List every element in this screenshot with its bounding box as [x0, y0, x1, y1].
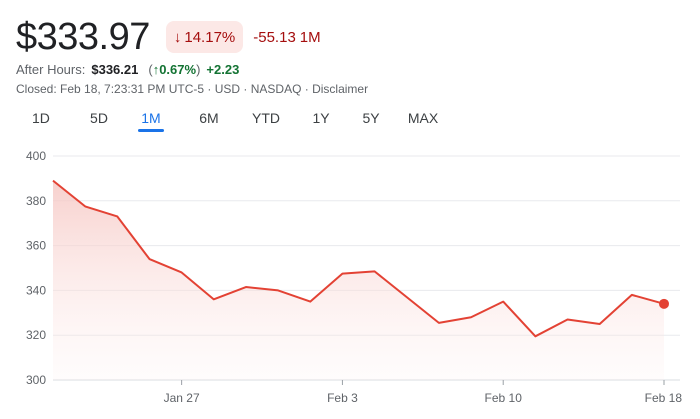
price-area-fill — [53, 180, 664, 380]
change-period: 1M — [299, 28, 321, 46]
y-tick-label: 360 — [26, 239, 46, 253]
price-series-line — [52, 179, 665, 338]
after-hours-percent: 0.67% — [159, 62, 197, 77]
tab-6m[interactable]: 6M — [199, 110, 219, 126]
tab-5d[interactable]: 5D — [90, 110, 108, 126]
tab-1m[interactable]: 1M — [138, 108, 164, 132]
tab-1y[interactable]: 1Y — [312, 110, 330, 126]
x-tick-label: Feb 3 — [327, 391, 358, 405]
x-tick-label: Jan 27 — [164, 391, 200, 405]
after-hours-label: After Hours: — [16, 62, 86, 77]
y-tick-label: 300 — [26, 373, 46, 387]
after-hours-row: After Hours: $336.21 (↑0.67%) +2.23 — [16, 62, 239, 77]
tab-ytd[interactable]: YTD — [252, 110, 280, 126]
after-hours-change: +2.23 — [206, 62, 240, 77]
change-value: -55.13 — [253, 28, 296, 46]
y-tick-label: 340 — [26, 283, 46, 297]
range-tabs: 1D 5D 1M 6M YTD 1Y 5Y MAX — [16, 108, 440, 132]
quote-header: $333.97 ↓ 14.17% -55.13 1M — [16, 14, 321, 60]
market-meta: Closed: Feb 18, 7:23:31 PM UTC-5 · USD ·… — [16, 82, 369, 96]
arrow-up-icon: ↑ — [152, 62, 160, 77]
y-tick-label: 400 — [26, 149, 46, 163]
change-percent: 14.17% — [184, 28, 236, 46]
tab-max[interactable]: MAX — [407, 110, 439, 126]
after-hours-price: $336.21 — [91, 62, 139, 77]
current-price: $333.97 — [16, 16, 150, 58]
price-chart[interactable]: 300 320 340 360 380 400 Jan 27 Feb 3 Feb 10 Feb … — [0, 140, 700, 419]
after-hours-percent-group: (↑0.67%) — [148, 62, 201, 77]
x-tick-label: Feb 10 — [485, 391, 523, 405]
tab-5y[interactable]: 5Y — [362, 110, 380, 126]
y-tick-label: 320 — [26, 328, 46, 342]
arrow-down-icon: ↓ — [173, 28, 182, 46]
last-price-point[interactable] — [659, 298, 669, 309]
change-percent-badge: ↓ 14.17% — [165, 21, 244, 53]
tab-1d[interactable]: 1D — [32, 110, 50, 126]
change-absolute: -55.13 1M — [253, 29, 320, 46]
x-tick-label: Feb 18 — [645, 391, 683, 405]
y-tick-label: 380 — [26, 194, 46, 208]
